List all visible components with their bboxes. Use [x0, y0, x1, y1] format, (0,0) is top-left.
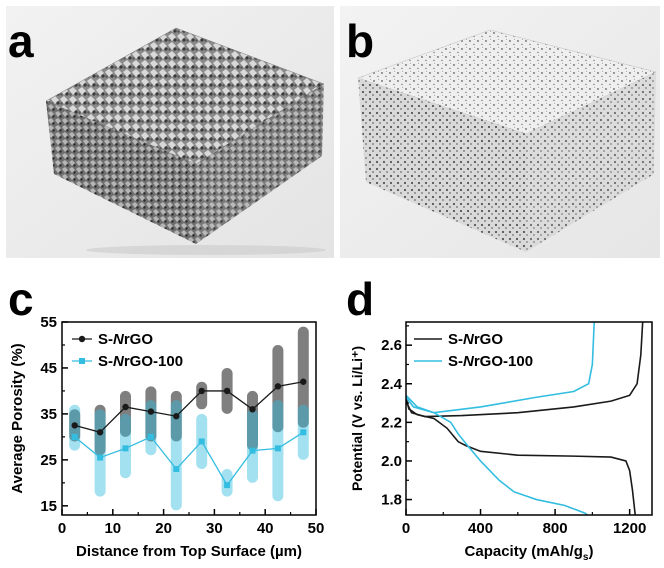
y-tick-label-d: 2.6 — [381, 337, 402, 354]
x-tick-label-c: 30 — [206, 520, 223, 537]
porosity-range-bar — [247, 409, 258, 483]
porosity-range-bar — [297, 326, 309, 428]
porosity-point — [173, 466, 180, 473]
legend-marker-c — [78, 335, 86, 343]
y-tick-label-d: 2.0 — [381, 453, 402, 470]
legend-label-d: S-NrGO — [448, 331, 503, 348]
porosity-point — [97, 454, 104, 461]
y-tick-label-d: 2.2 — [381, 414, 402, 431]
voltage-curve — [406, 322, 644, 418]
porosity-point — [122, 403, 129, 411]
plot-frame-d — [405, 321, 653, 516]
x-tick-label-d: 400 — [468, 520, 493, 537]
porosity-point — [274, 383, 282, 390]
panel-label-c: c — [8, 273, 34, 325]
legend-label-c: S-NrGO — [98, 331, 153, 348]
y-tick-label-c: 55 — [40, 314, 57, 331]
x-axis-title-d: Capacity (mAh/gs) — [465, 543, 594, 563]
x-tick-label-c: 10 — [104, 520, 121, 537]
porosity-series-line — [74, 431, 304, 487]
x-tick-label-c: 50 — [308, 520, 325, 537]
legend-label-d: S-NrGO-100 — [448, 353, 533, 370]
porosity-range-bar — [94, 409, 106, 497]
porosity-point — [147, 408, 155, 415]
porosity-point — [71, 422, 78, 429]
legend-marker-c — [79, 358, 85, 364]
porosity-point — [300, 378, 307, 385]
x-tick-label-d: 1200 — [613, 520, 646, 537]
panel-label-b: b — [346, 15, 375, 67]
porosity-range-bar — [247, 390, 258, 451]
panel-label-a: a — [8, 15, 34, 67]
porosity-point — [300, 429, 307, 436]
render-b-image — [340, 6, 660, 258]
porosity-range-bar — [145, 400, 157, 456]
porosity-range-bar — [196, 381, 208, 410]
y-tick-label-c: 35 — [40, 406, 57, 423]
panel-label-d: d — [346, 273, 375, 325]
y-tick-label-d: 2.4 — [381, 376, 403, 393]
render-a-image — [6, 6, 334, 258]
porosity-point — [223, 387, 231, 395]
x-tick-label-d: 0 — [402, 520, 410, 537]
y-tick-label-c: 45 — [40, 360, 57, 377]
x-tick-label-c: 20 — [155, 520, 172, 537]
porosity-point — [198, 387, 205, 395]
y-axis-title-d: Potential (V vs. Li/Li⁺) — [349, 346, 365, 491]
porosity-series-line — [74, 381, 304, 434]
porosity-point — [249, 447, 256, 454]
porosity-point — [147, 433, 154, 440]
x-tick-label-d: 800 — [543, 520, 568, 537]
porosity-range-bar — [170, 400, 182, 511]
voltage-curve — [406, 397, 637, 515]
porosity-point — [173, 413, 180, 420]
x-axis-title-c: Distance from Top Surface (µm) — [76, 543, 302, 560]
y-tick-label-d: 1.8 — [381, 492, 402, 509]
porosity-point — [224, 482, 231, 489]
porosity-range-bar — [120, 390, 131, 437]
porosity-point — [96, 429, 104, 436]
porosity-point — [274, 445, 281, 452]
y-tick-label-c: 25 — [40, 452, 57, 469]
legend-label-c: S-NrGO-100 — [98, 353, 183, 370]
porosity-point — [71, 433, 78, 440]
porosity-point — [122, 445, 129, 452]
y-axis-title-c: Average Porosity (%) — [9, 343, 26, 493]
porosity-point — [198, 438, 205, 445]
y-tick-label-c: 15 — [40, 498, 57, 515]
x-tick-label-c: 0 — [58, 520, 66, 537]
x-tick-label-c: 40 — [257, 520, 274, 537]
porosity-point — [249, 406, 256, 413]
voltage-curve — [406, 322, 596, 414]
